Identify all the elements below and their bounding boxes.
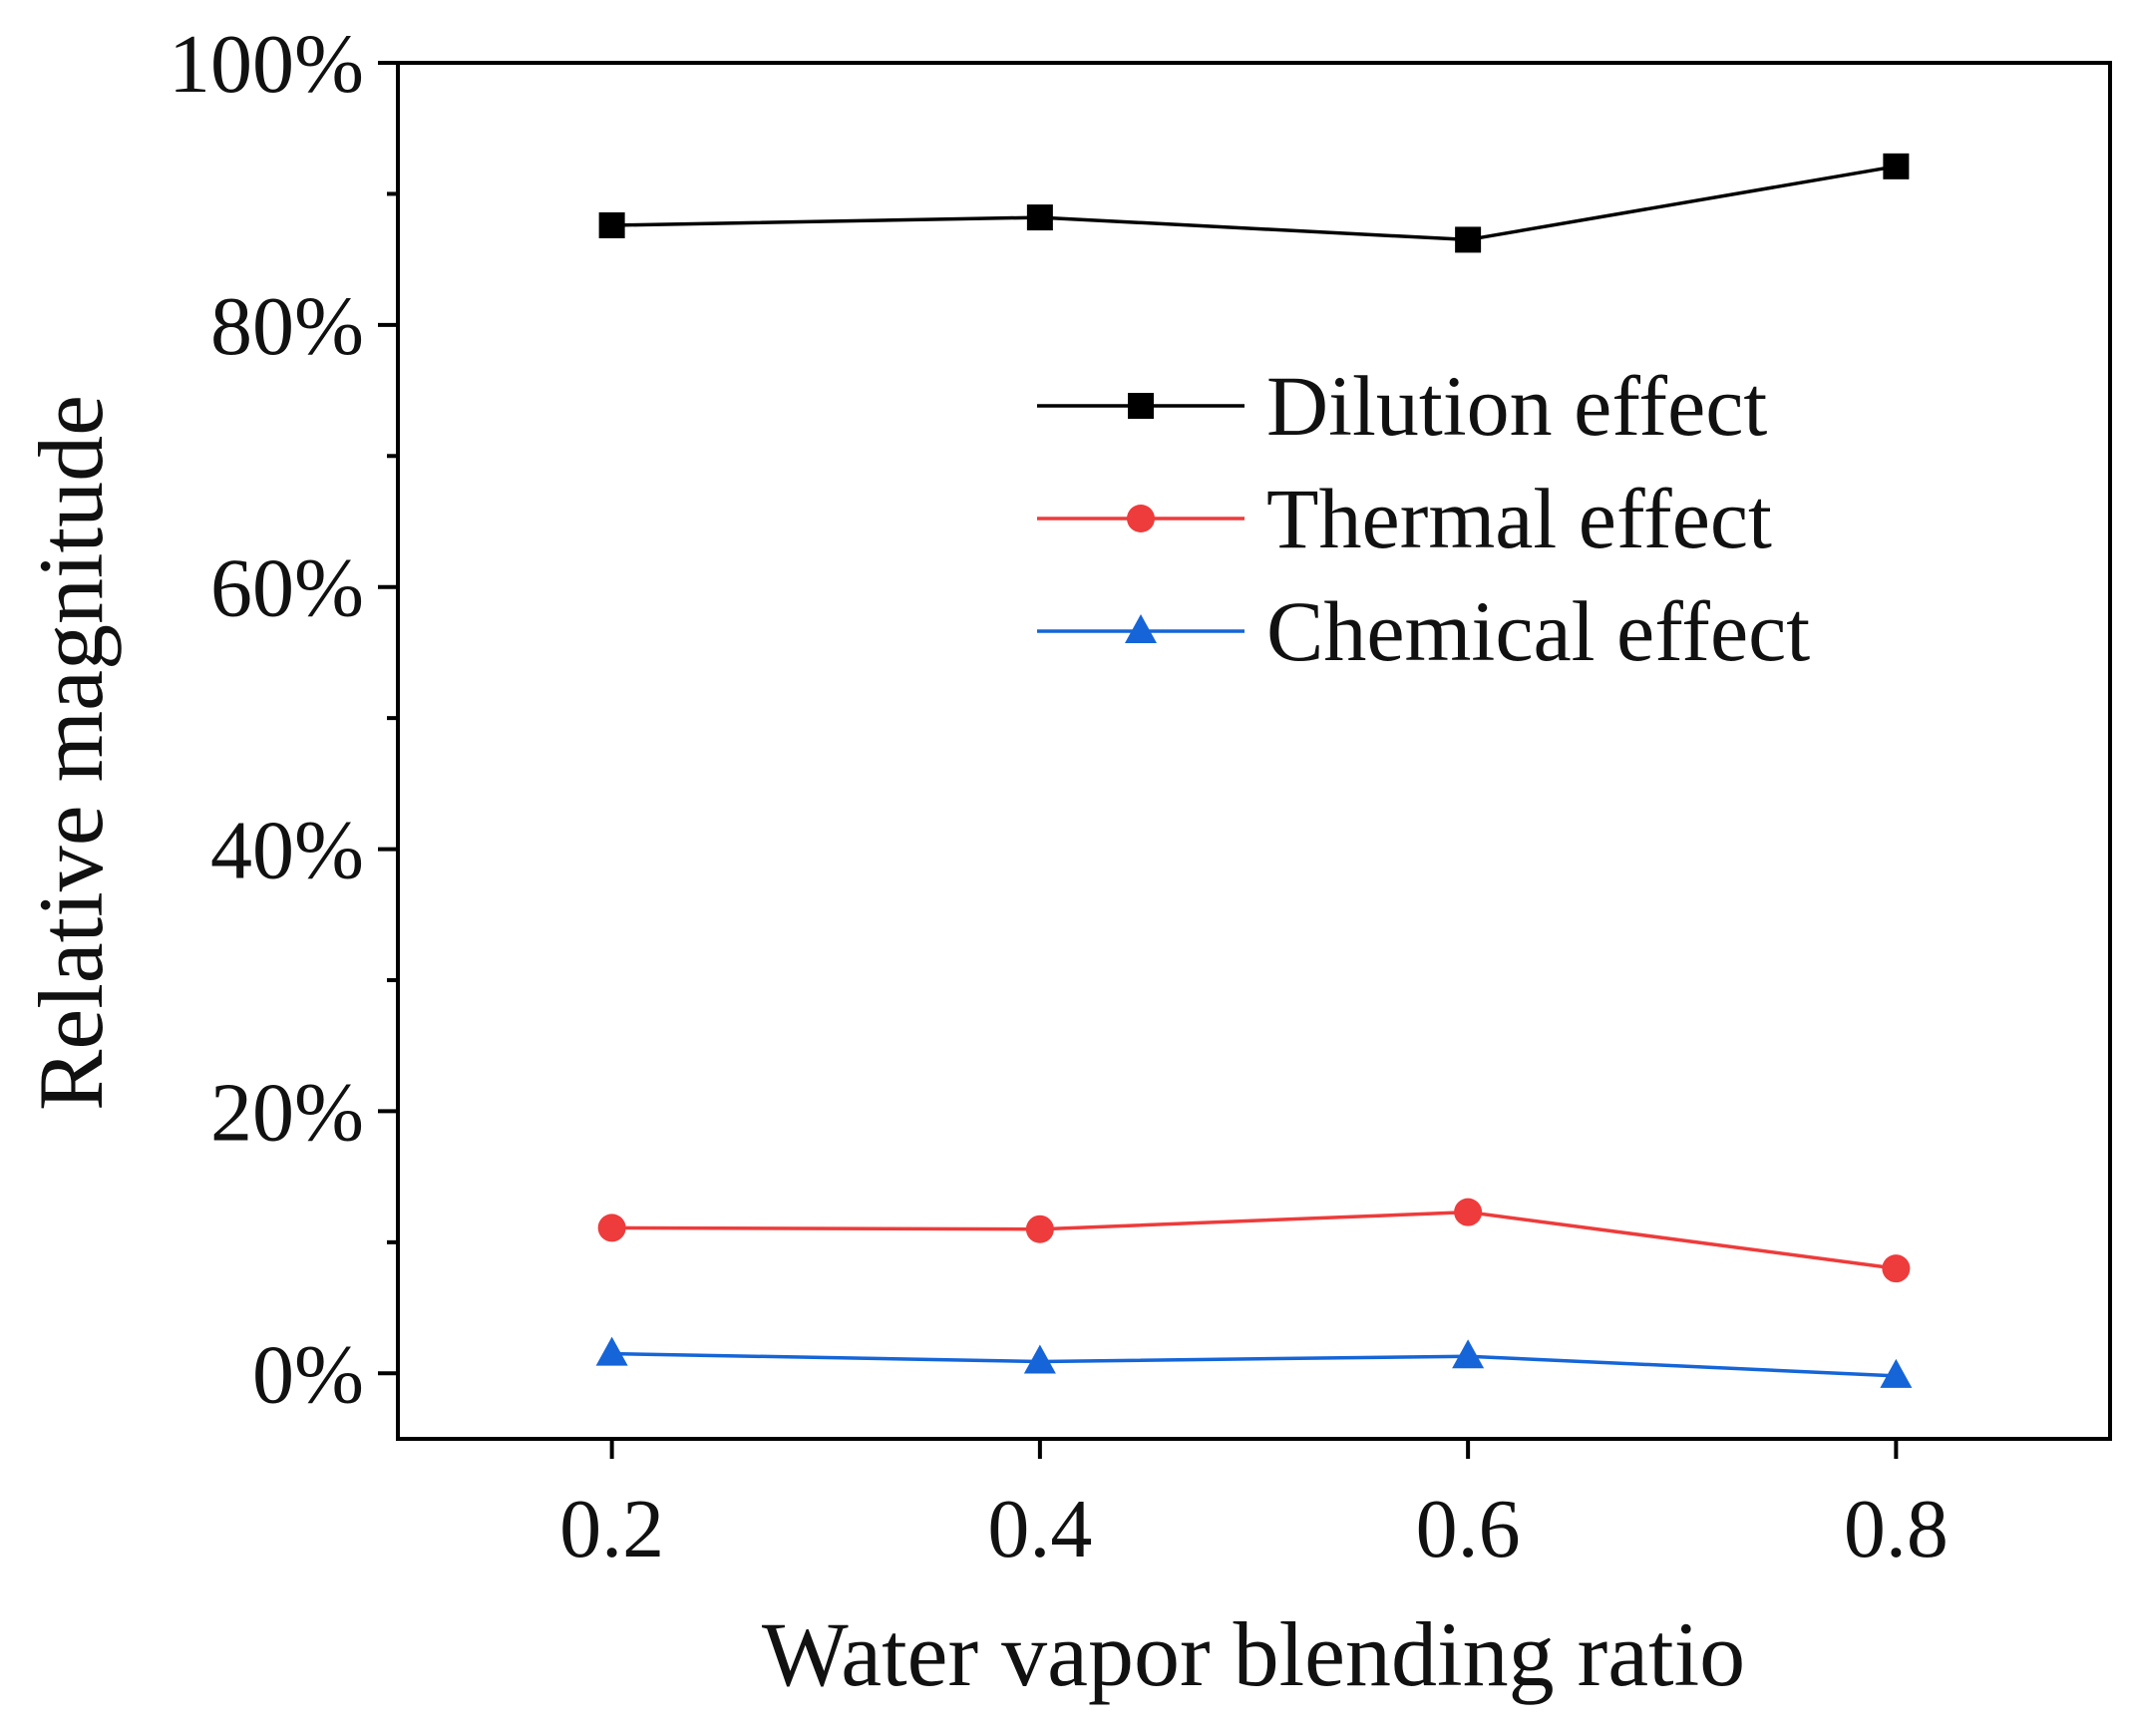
- x-tick-label-0-8: 0.8: [1844, 1483, 1949, 1575]
- series-dilution-effect: [598, 153, 1910, 253]
- legend-label-dilution-effect: Dilution effect: [1266, 358, 1767, 454]
- data-point-thermal-effect-0-4: [1025, 1215, 1054, 1243]
- data-series: [595, 153, 1913, 1388]
- legend-label-chemical-effect: Chemical effect: [1266, 583, 1810, 679]
- series-line-chemical-effect: [611, 1351, 1897, 1378]
- y-tick-label-20: 20%: [210, 1066, 364, 1159]
- data-point-chemical-effect-0-2: [595, 1336, 628, 1366]
- y-tick-label-0: 0%: [252, 1328, 364, 1421]
- data-point-dilution-effect-0-8: [1883, 153, 1910, 179]
- data-point-chemical-effect-0-4: [1023, 1344, 1056, 1374]
- x-axis-title: Water vapor blending ratio: [762, 1603, 1745, 1705]
- data-point-dilution-effect-0-2: [598, 211, 625, 238]
- axes: 0% 20% 40% 60% 80% 100% 0.2 0.4 0.6 0.8: [169, 18, 2112, 1575]
- data-point-chemical-effect-0-8: [1880, 1358, 1913, 1388]
- data-point-chemical-effect-0-6: [1452, 1339, 1485, 1369]
- series-chemical-effect: [595, 1336, 1913, 1388]
- plot-frame: [396, 61, 2112, 1441]
- series-line-thermal-effect: [611, 1210, 1897, 1270]
- y-tick-label-40: 40%: [210, 805, 364, 897]
- series-line-dilution-effect: [611, 165, 1897, 242]
- legend-marker-dilution-effect: [1128, 393, 1154, 419]
- y-axis-title: Relative magnitude: [20, 395, 122, 1111]
- legend: Dilution effect Thermal effect Chemical ef…: [1037, 358, 1810, 679]
- x-tick-label-0-6: 0.6: [1416, 1483, 1521, 1575]
- y-tick-label-80: 80%: [210, 280, 364, 373]
- y-tick-label-60: 60%: [210, 542, 364, 635]
- legend-item-thermal-effect: Thermal effect: [1037, 471, 1772, 566]
- y-tick-label-100: 100%: [169, 18, 364, 111]
- x-tick-label-0-2: 0.2: [559, 1483, 664, 1575]
- data-point-dilution-effect-0-4: [1026, 204, 1053, 231]
- legend-item-chemical-effect: Chemical effect: [1037, 583, 1810, 679]
- data-point-thermal-effect-0-2: [597, 1214, 626, 1242]
- series-thermal-effect: [597, 1198, 1911, 1283]
- legend-item-dilution-effect: Dilution effect: [1037, 358, 1767, 454]
- legend-label-thermal-effect: Thermal effect: [1266, 471, 1772, 566]
- data-point-thermal-effect-0-8: [1882, 1254, 1911, 1283]
- x-tick-label-0-4: 0.4: [987, 1483, 1092, 1575]
- data-point-thermal-effect-0-6: [1454, 1198, 1483, 1226]
- legend-marker-thermal-effect: [1127, 505, 1155, 532]
- data-point-dilution-effect-0-6: [1455, 226, 1482, 253]
- legend-marker-chemical-effect: [1125, 614, 1157, 643]
